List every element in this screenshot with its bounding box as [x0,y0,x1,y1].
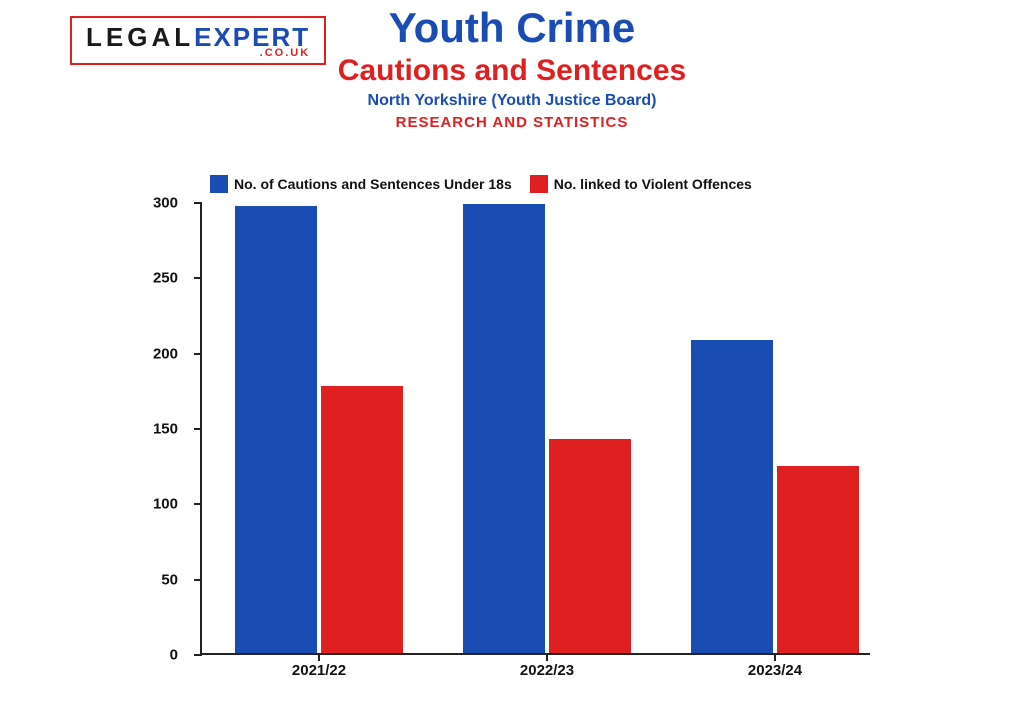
bar [321,386,403,653]
y-tick-label: 100 [153,496,178,513]
legend-item: No. of Cautions and Sentences Under 18s [210,175,512,193]
title-main: Youth Crime [0,4,1024,52]
y-tick-mark [194,579,202,581]
y-tick-label: 200 [153,345,178,362]
legend-label: No. of Cautions and Sentences Under 18s [234,176,512,192]
y-tick-mark [194,277,202,279]
bar [549,439,631,653]
y-tick-mark [194,353,202,355]
y-tick-label: 0 [170,647,178,664]
plot-area: 0501001502002503002021/222022/232023/24 [200,203,870,655]
x-tick-label: 2022/23 [520,662,574,679]
legend-swatch [530,175,548,193]
x-tick-label: 2021/22 [292,662,346,679]
title-sub: Cautions and Sentences [0,54,1024,88]
bar [235,206,317,653]
x-tick-label: 2023/24 [748,662,802,679]
x-tick-mark [774,653,776,661]
y-tick-mark [194,654,202,656]
legend-label: No. linked to Violent Offences [554,176,752,192]
title-footer: RESEARCH AND STATISTICS [0,114,1024,131]
title-region: North Yorkshire (Youth Justice Board) [0,92,1024,110]
chart-legend: No. of Cautions and Sentences Under 18s N… [210,175,870,193]
y-tick-mark [194,503,202,505]
title-block: Youth Crime Cautions and Sentences North… [0,4,1024,131]
y-tick-mark [194,428,202,430]
bar-chart: No. of Cautions and Sentences Under 18s N… [150,175,870,685]
y-tick-label: 250 [153,270,178,287]
bar [463,204,545,653]
x-tick-mark [546,653,548,661]
y-tick-mark [194,202,202,204]
y-tick-label: 150 [153,421,178,438]
legend-swatch [210,175,228,193]
bar [691,340,773,653]
legend-item: No. linked to Violent Offences [530,175,752,193]
bar [777,466,859,653]
x-tick-mark [318,653,320,661]
y-tick-label: 50 [161,571,178,588]
y-tick-label: 300 [153,195,178,212]
